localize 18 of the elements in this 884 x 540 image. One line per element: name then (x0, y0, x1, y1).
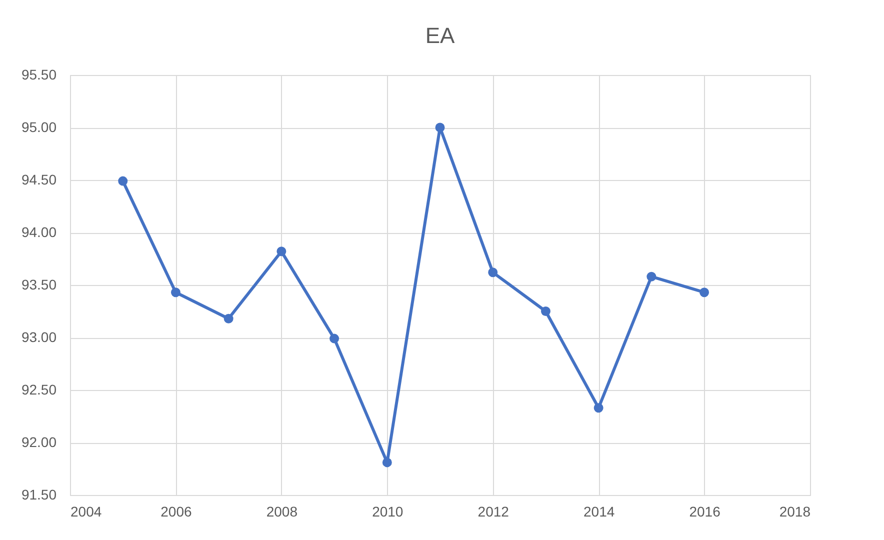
x-tick-label: 2016 (689, 504, 721, 520)
y-tick-label: 94.50 (21, 172, 57, 188)
chart-title: EA (425, 23, 455, 48)
y-tick-label: 93.00 (21, 329, 57, 345)
y-tick-label: 91.50 (21, 486, 57, 502)
y-tick-label: 92.50 (21, 382, 57, 398)
y-tick-label: 93.50 (21, 276, 57, 292)
x-tick-label: 2018 (779, 504, 811, 520)
x-tick-label: 2008 (266, 504, 298, 520)
y-tick-label: 94.00 (21, 224, 57, 240)
y-tick-label: 95.50 (21, 66, 57, 82)
x-tick-label: 2004 (70, 504, 102, 520)
y-tick-label: 92.00 (21, 434, 57, 450)
x-tick-label: 2010 (372, 504, 404, 520)
y-tick-label: 95.00 (21, 119, 57, 135)
x-tick-label: 2006 (160, 504, 192, 520)
x-tick-label: 2014 (583, 504, 615, 520)
x-tick-label: 2012 (478, 504, 510, 520)
